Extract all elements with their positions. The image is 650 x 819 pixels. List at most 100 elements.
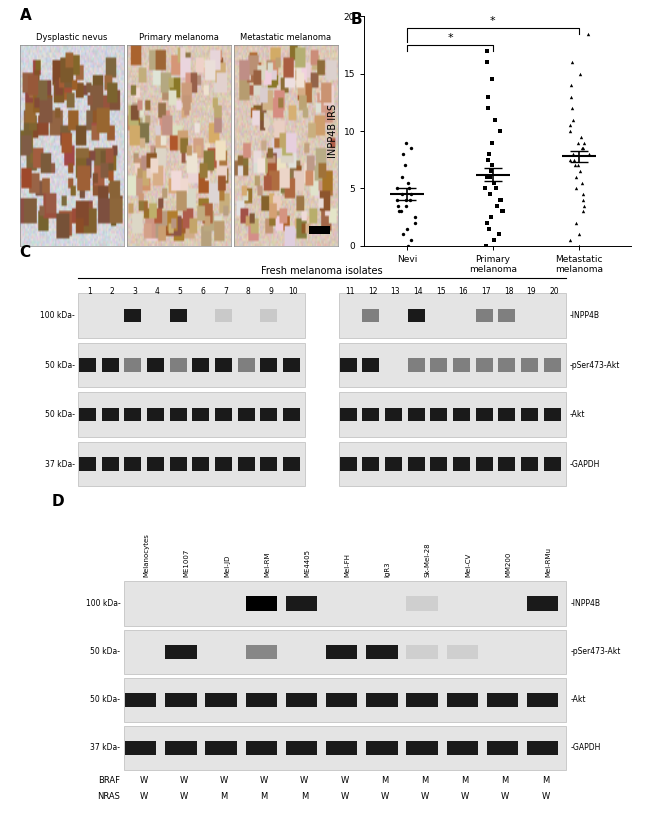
Point	[400, 136, 411, 149]
Text: *: *	[490, 16, 496, 26]
Point	[396, 170, 407, 183]
Point	[483, 90, 493, 103]
Text: D: D	[52, 495, 64, 509]
Text: Mel-RM: Mel-RM	[264, 552, 270, 577]
Point	[404, 182, 414, 195]
Point	[403, 176, 413, 189]
Point	[486, 210, 496, 224]
Point	[584, 147, 594, 161]
Text: MM200: MM200	[505, 552, 512, 577]
Text: A: A	[20, 8, 31, 23]
Text: 37 kDa-: 37 kDa-	[90, 744, 120, 753]
Point	[566, 79, 577, 92]
Point	[400, 159, 410, 172]
Point	[567, 102, 577, 115]
Text: 7: 7	[223, 287, 227, 296]
Point	[573, 136, 584, 149]
Text: W: W	[260, 776, 268, 785]
Text: ME1007: ME1007	[184, 549, 190, 577]
Text: 8: 8	[246, 287, 250, 296]
Point	[393, 199, 403, 212]
Text: C: C	[20, 245, 31, 260]
Point	[397, 228, 408, 241]
Text: M: M	[261, 793, 268, 801]
Point	[578, 142, 588, 155]
Text: 13: 13	[391, 287, 400, 296]
Point	[401, 193, 411, 206]
Text: W: W	[501, 793, 510, 801]
Text: 50 kDa-: 50 kDa-	[45, 360, 75, 369]
Point	[565, 124, 575, 138]
Point	[487, 73, 497, 86]
Text: 11: 11	[345, 287, 355, 296]
Text: 20: 20	[549, 287, 559, 296]
Text: -INPP4B: -INPP4B	[571, 599, 601, 608]
Point	[396, 205, 406, 218]
Text: -Akt: -Akt	[569, 410, 585, 419]
Text: Mel-JD: Mel-JD	[224, 555, 230, 577]
Point	[406, 142, 416, 155]
Point	[482, 56, 492, 69]
Text: W: W	[341, 776, 348, 785]
Point	[578, 136, 589, 149]
Text: Metastatic melanoma: Metastatic melanoma	[240, 33, 332, 42]
Text: W: W	[179, 776, 188, 785]
Text: 16: 16	[459, 287, 468, 296]
Text: Dysplastic nevus: Dysplastic nevus	[36, 33, 107, 42]
Text: 2: 2	[110, 287, 114, 296]
Point	[410, 216, 421, 229]
Point	[497, 205, 507, 218]
Text: W: W	[140, 776, 148, 785]
Point	[565, 119, 575, 132]
Point	[493, 228, 504, 241]
Point	[405, 193, 415, 206]
Point	[482, 216, 493, 229]
Point	[486, 165, 496, 178]
Point	[568, 153, 578, 166]
Text: W: W	[220, 776, 228, 785]
Point	[576, 130, 586, 143]
Text: 15: 15	[436, 287, 446, 296]
Text: BRAF: BRAF	[98, 776, 120, 785]
Point	[573, 159, 583, 172]
Point	[485, 170, 495, 183]
Point	[496, 193, 506, 206]
Point	[484, 147, 494, 161]
Point	[483, 153, 493, 166]
Point	[565, 153, 575, 166]
Text: 5: 5	[177, 287, 183, 296]
Text: ME4405: ME4405	[304, 550, 310, 577]
Point	[575, 165, 586, 178]
Text: -pSer473-Akt: -pSer473-Akt	[569, 360, 620, 369]
Point	[486, 188, 496, 201]
Text: 100 kDa-: 100 kDa-	[40, 311, 75, 320]
Point	[577, 142, 587, 155]
Point	[566, 233, 576, 247]
Text: Mel-CV: Mel-CV	[465, 553, 471, 577]
Point	[482, 44, 492, 57]
Text: Fresh melanoma isolates: Fresh melanoma isolates	[261, 266, 383, 276]
Text: 3: 3	[132, 287, 137, 296]
Point	[484, 102, 494, 115]
Y-axis label: INPP4B IRS: INPP4B IRS	[328, 104, 338, 158]
Text: W: W	[140, 793, 148, 801]
Point	[482, 170, 493, 183]
Text: 18: 18	[504, 287, 514, 296]
Text: 4: 4	[155, 287, 160, 296]
Text: M: M	[301, 793, 308, 801]
Text: W: W	[380, 793, 389, 801]
Text: 50 kDa-: 50 kDa-	[45, 410, 75, 419]
Text: -GAPDH: -GAPDH	[571, 744, 601, 753]
Point	[567, 56, 578, 69]
Text: 1: 1	[87, 287, 92, 296]
Point	[484, 222, 494, 235]
Text: M: M	[502, 776, 509, 785]
Point	[406, 233, 417, 247]
Text: Primary melanoma: Primary melanoma	[139, 33, 218, 42]
Text: 100 kDa-: 100 kDa-	[86, 599, 120, 608]
Point	[495, 193, 505, 206]
Point	[578, 193, 588, 206]
Text: -Akt: -Akt	[571, 695, 586, 704]
Point	[397, 147, 408, 161]
Point	[400, 199, 411, 212]
